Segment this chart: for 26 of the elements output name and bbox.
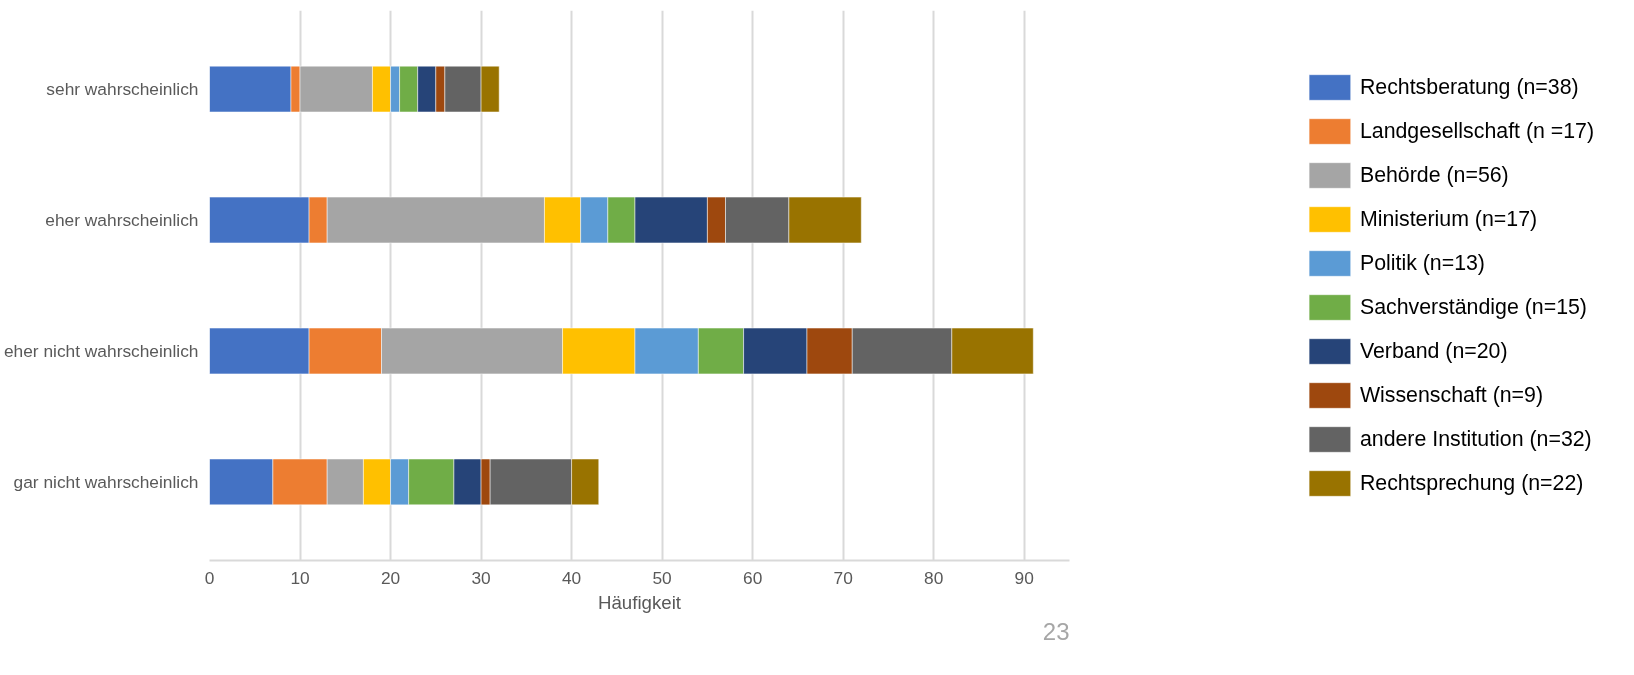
x-tick-label: 80 — [924, 567, 944, 588]
x-tick-label: 90 — [1014, 567, 1034, 588]
legend-label: Sachverständige (n=15) — [1359, 294, 1587, 320]
legend-label: Wissenschaft (n=9) — [1359, 382, 1544, 408]
x-tick-label: 10 — [290, 567, 310, 588]
y-tick-label: sehr wahrscheinlich — [46, 79, 199, 100]
x-tick-label: 20 — [380, 567, 401, 588]
y-tick-label: eher wahrscheinlich — [45, 210, 199, 231]
legend-label: Ministerium (n=17) — [1359, 206, 1538, 232]
legend-label: Behörde (n=56) — [1359, 162, 1509, 188]
x-tick-label: 60 — [743, 567, 763, 588]
legend-label: Landgesellschaft (n =17) — [1359, 118, 1595, 144]
x-tick-label: 50 — [652, 567, 672, 588]
y-tick-label: eher nicht wahrscheinlich — [3, 340, 199, 361]
text: 23 — [1042, 617, 1070, 645]
legend-label: Rechtsberatung (n=38) — [1359, 74, 1579, 100]
x-tick-label: 30 — [471, 567, 491, 588]
legend-label: andere Institution (n=32) — [1359, 426, 1592, 452]
legend-label: Rechtsprechung (n=22) — [1359, 470, 1584, 496]
x-axis-title: Häufigkeit — [598, 591, 682, 613]
y-tick-label: gar nicht wahrscheinlich — [13, 471, 199, 492]
x-tick-label: 40 — [561, 567, 582, 588]
legend-label: Politik (n=13) — [1359, 250, 1485, 276]
legend-label: Verband (n=20) — [1359, 338, 1508, 364]
x-tick-label: 0 — [204, 567, 215, 588]
x-tick-label: 70 — [833, 567, 853, 588]
